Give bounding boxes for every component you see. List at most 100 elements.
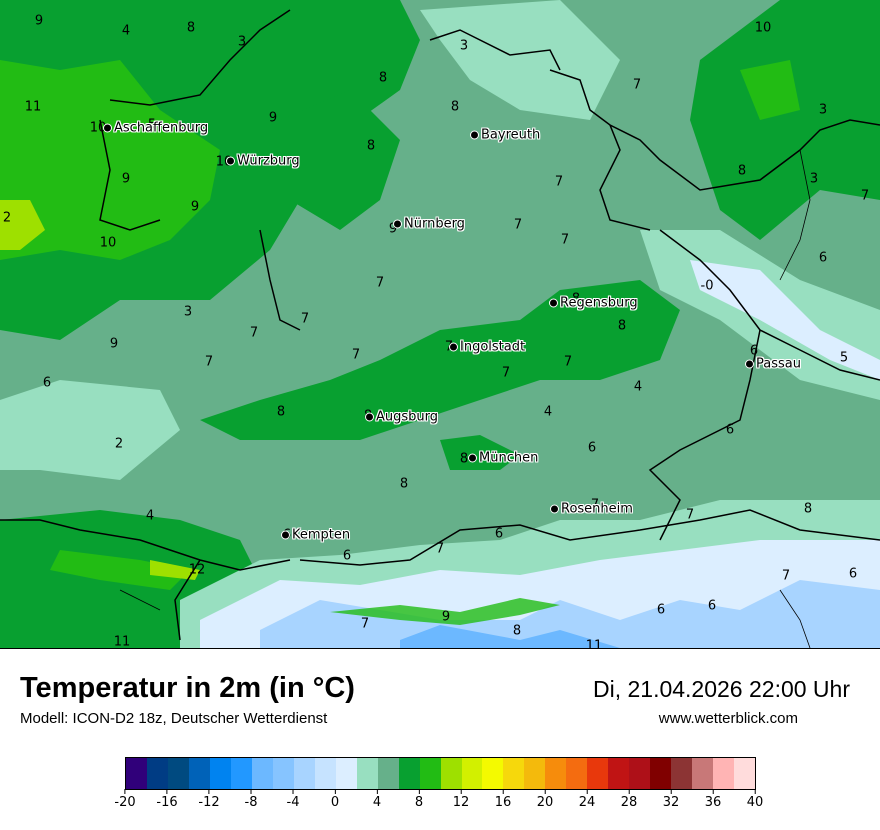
city-dot-icon bbox=[549, 298, 558, 308]
temperature-value: 8 bbox=[459, 451, 469, 467]
legend-tick: 36 bbox=[704, 789, 722, 810]
temperature-value: 9 bbox=[388, 221, 398, 237]
temperature-value: -0 bbox=[700, 278, 714, 294]
temperature-value: 7 bbox=[563, 354, 573, 370]
tick-label: 32 bbox=[662, 795, 680, 810]
city-dot-icon bbox=[393, 219, 402, 229]
legend-tick: 28 bbox=[620, 789, 638, 810]
temperature-value: 7 bbox=[435, 541, 445, 557]
city-name: Bayreuth bbox=[481, 127, 541, 143]
legend-color-segment bbox=[671, 758, 693, 789]
city-marker-passau: Passau bbox=[745, 357, 801, 372]
temperature-value: 6 bbox=[342, 548, 352, 564]
tick-mark bbox=[628, 789, 630, 794]
tick-mark bbox=[754, 789, 756, 794]
temperature-value: 10 bbox=[754, 20, 772, 36]
temperature-value: 4 bbox=[145, 508, 155, 524]
temperature-value: 9 bbox=[109, 336, 119, 352]
tick-mark bbox=[376, 789, 378, 794]
temperature-value: 7 bbox=[632, 77, 642, 93]
temperature-value: 8 bbox=[276, 404, 286, 420]
city-labels-layer: Aschaffenburg Würzburg Bayreuth Nürnberg Reg… bbox=[103, 120, 801, 543]
temperature-value: 6 bbox=[494, 526, 504, 542]
city-marker-regensburg: Regensburg bbox=[549, 295, 638, 311]
temperature-value: 7 bbox=[204, 354, 214, 370]
legend-color-segment bbox=[482, 758, 504, 789]
temperature-value: 2 bbox=[114, 436, 124, 452]
legend-color-segment bbox=[335, 758, 357, 789]
legend-color-segment bbox=[293, 758, 315, 789]
legend-color-segment bbox=[503, 758, 525, 789]
temperature-value: 6 bbox=[42, 375, 52, 391]
city-dot-icon bbox=[449, 342, 458, 352]
temperature-value: 6 bbox=[707, 598, 717, 614]
temperature-value: 8 bbox=[378, 70, 388, 86]
legend-color-segment bbox=[356, 758, 378, 789]
city-name: Kempten bbox=[292, 527, 351, 543]
legend-tick: 0 bbox=[331, 789, 339, 810]
city-dot-icon bbox=[468, 453, 477, 463]
city-marker-kempten: Kempten bbox=[281, 527, 351, 543]
city-name: Regensburg bbox=[560, 295, 638, 311]
city-marker-augsburg: Augsburg bbox=[365, 410, 438, 425]
temperature-value: 5 bbox=[839, 350, 849, 366]
legend-color-segment bbox=[440, 758, 462, 789]
legend-tick: 16 bbox=[495, 789, 511, 810]
temperature-value: 6 bbox=[656, 602, 666, 618]
legend-tick: -8 bbox=[245, 789, 257, 810]
city-marker-münchen: München bbox=[468, 451, 538, 466]
city-name: Aschaffenburg bbox=[114, 120, 209, 136]
temperature-value: 9 bbox=[268, 110, 278, 126]
city-dot-icon bbox=[103, 123, 112, 133]
city-name: Ingolstadt bbox=[460, 339, 526, 355]
tick-label: 4 bbox=[372, 795, 382, 810]
tick-label: 20 bbox=[536, 795, 554, 810]
temperature-value: 7 bbox=[375, 275, 385, 291]
temperature-value: 9 bbox=[190, 199, 200, 215]
tick-mark bbox=[166, 789, 168, 794]
legend-color-segment bbox=[126, 758, 147, 789]
tick-label: -12 bbox=[198, 795, 220, 810]
city-dot-icon bbox=[470, 130, 479, 140]
tick-mark bbox=[670, 789, 672, 794]
city-dot-icon bbox=[226, 156, 235, 166]
temperature-value: 8 bbox=[571, 291, 581, 307]
city-name: Rosenheim bbox=[561, 501, 633, 517]
temperature-value: 7 bbox=[513, 217, 523, 233]
model-subtitle: Modell: ICON-D2 18z, Deutscher Wetterdie… bbox=[20, 710, 328, 727]
temperature-value: 6 bbox=[848, 566, 858, 582]
tick-label: 36 bbox=[704, 795, 722, 810]
legend-color-segment bbox=[650, 758, 672, 789]
legend-color-segment bbox=[398, 758, 420, 789]
city-marker-würzburg: Würzburg bbox=[226, 154, 300, 169]
legend-tick: 12 bbox=[452, 789, 470, 810]
temperature-value: 7 bbox=[249, 325, 259, 341]
city-name: Nürnberg bbox=[404, 216, 465, 232]
tick-mark bbox=[502, 789, 504, 794]
tick-label: 28 bbox=[620, 795, 638, 810]
temperature-value: 8 bbox=[186, 20, 196, 36]
tick-mark bbox=[250, 789, 252, 794]
temperature-value: 3 bbox=[818, 102, 828, 118]
legend-color-segment bbox=[314, 758, 336, 789]
temperature-value: 8 bbox=[366, 138, 376, 154]
temperature-value: 6 bbox=[749, 343, 759, 359]
legend-tick: 40 bbox=[746, 789, 764, 810]
city-marker-bayreuth: Bayreuth bbox=[470, 127, 541, 143]
legend-color-segment bbox=[209, 758, 231, 789]
legend-tick: -20 bbox=[114, 789, 136, 810]
temperature-map: 9 4 8 3 8 3 10 7 11 10 5 9 8 3 8 10 9 9 8 3 7 7 2 9 7 7 10 6 7 -0 8 3 7 7… bbox=[0, 0, 880, 649]
tick-label: 40 bbox=[746, 795, 764, 810]
tick-label: 0 bbox=[330, 795, 340, 810]
temperature-value: 8 bbox=[617, 318, 627, 334]
legend-color-segment bbox=[230, 758, 252, 789]
temperature-value: 4 bbox=[121, 23, 131, 39]
legend-color-segment bbox=[734, 758, 756, 789]
tick-label: 12 bbox=[452, 795, 470, 810]
legend-color-segment bbox=[419, 758, 441, 789]
website-link[interactable]: www.wetterblick.com bbox=[658, 710, 798, 727]
legend-color-segment bbox=[146, 758, 168, 789]
temperature-value: 7 bbox=[685, 507, 695, 523]
legend-color-segment bbox=[587, 758, 609, 789]
city-dot-icon bbox=[281, 530, 290, 540]
